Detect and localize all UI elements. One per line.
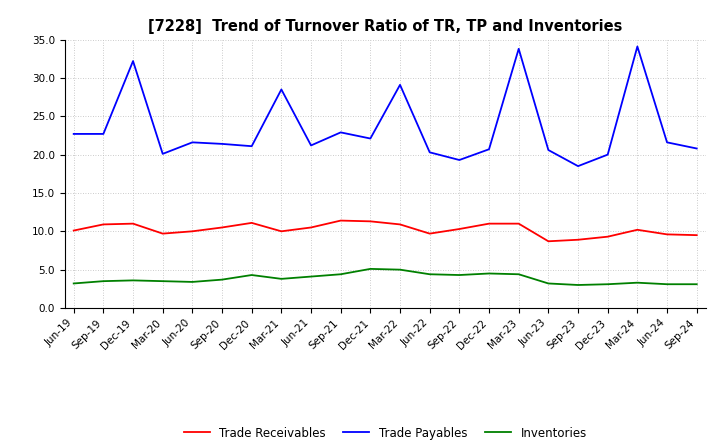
Trade Receivables — [99, 222, 108, 227]
Inventories — [69, 281, 78, 286]
Trade Payables — [485, 147, 493, 152]
Trade Receivables — [188, 229, 197, 234]
Inventories — [307, 274, 315, 279]
Trade Payables — [603, 152, 612, 157]
Inventories — [366, 266, 374, 271]
Inventories — [603, 282, 612, 287]
Trade Payables — [366, 136, 374, 141]
Inventories — [188, 279, 197, 285]
Trade Payables — [544, 147, 553, 153]
Trade Payables — [307, 143, 315, 148]
Line: Trade Receivables: Trade Receivables — [73, 220, 697, 241]
Trade Payables — [514, 46, 523, 51]
Trade Payables — [129, 59, 138, 64]
Trade Receivables — [217, 225, 226, 230]
Trade Payables — [662, 140, 671, 145]
Inventories — [693, 282, 701, 287]
Trade Receivables — [366, 219, 374, 224]
Trade Payables — [248, 143, 256, 149]
Trade Payables — [633, 44, 642, 49]
Trade Receivables — [455, 226, 464, 231]
Trade Payables — [336, 130, 345, 135]
Trade Receivables — [544, 238, 553, 244]
Trade Receivables — [129, 221, 138, 226]
Trade Payables — [217, 141, 226, 147]
Trade Receivables — [158, 231, 167, 236]
Inventories — [217, 277, 226, 282]
Inventories — [129, 278, 138, 283]
Trade Payables — [455, 158, 464, 163]
Trade Receivables — [693, 232, 701, 238]
Trade Receivables — [426, 231, 434, 236]
Title: [7228]  Trend of Turnover Ratio of TR, TP and Inventories: [7228] Trend of Turnover Ratio of TR, TP… — [148, 19, 622, 34]
Trade Payables — [426, 150, 434, 155]
Inventories — [396, 267, 405, 272]
Trade Receivables — [307, 225, 315, 230]
Trade Receivables — [603, 234, 612, 239]
Inventories — [514, 271, 523, 277]
Trade Payables — [693, 146, 701, 151]
Inventories — [662, 282, 671, 287]
Inventories — [277, 276, 286, 282]
Inventories — [455, 272, 464, 278]
Trade Payables — [277, 87, 286, 92]
Inventories — [158, 279, 167, 284]
Inventories — [633, 280, 642, 285]
Inventories — [426, 271, 434, 277]
Inventories — [574, 282, 582, 288]
Trade Payables — [99, 131, 108, 136]
Trade Receivables — [248, 220, 256, 226]
Trade Payables — [188, 140, 197, 145]
Trade Payables — [69, 131, 78, 136]
Trade Payables — [158, 151, 167, 157]
Line: Inventories: Inventories — [73, 269, 697, 285]
Trade Payables — [396, 82, 405, 88]
Trade Receivables — [277, 229, 286, 234]
Trade Receivables — [633, 227, 642, 232]
Trade Receivables — [336, 218, 345, 223]
Inventories — [99, 279, 108, 284]
Trade Receivables — [574, 237, 582, 242]
Trade Payables — [574, 164, 582, 169]
Trade Receivables — [69, 228, 78, 233]
Trade Receivables — [485, 221, 493, 226]
Inventories — [336, 271, 345, 277]
Trade Receivables — [662, 232, 671, 237]
Inventories — [248, 272, 256, 278]
Inventories — [544, 281, 553, 286]
Trade Receivables — [514, 221, 523, 226]
Inventories — [485, 271, 493, 276]
Line: Trade Payables: Trade Payables — [73, 47, 697, 166]
Trade Receivables — [396, 222, 405, 227]
Legend: Trade Receivables, Trade Payables, Inventories: Trade Receivables, Trade Payables, Inven… — [184, 427, 587, 440]
